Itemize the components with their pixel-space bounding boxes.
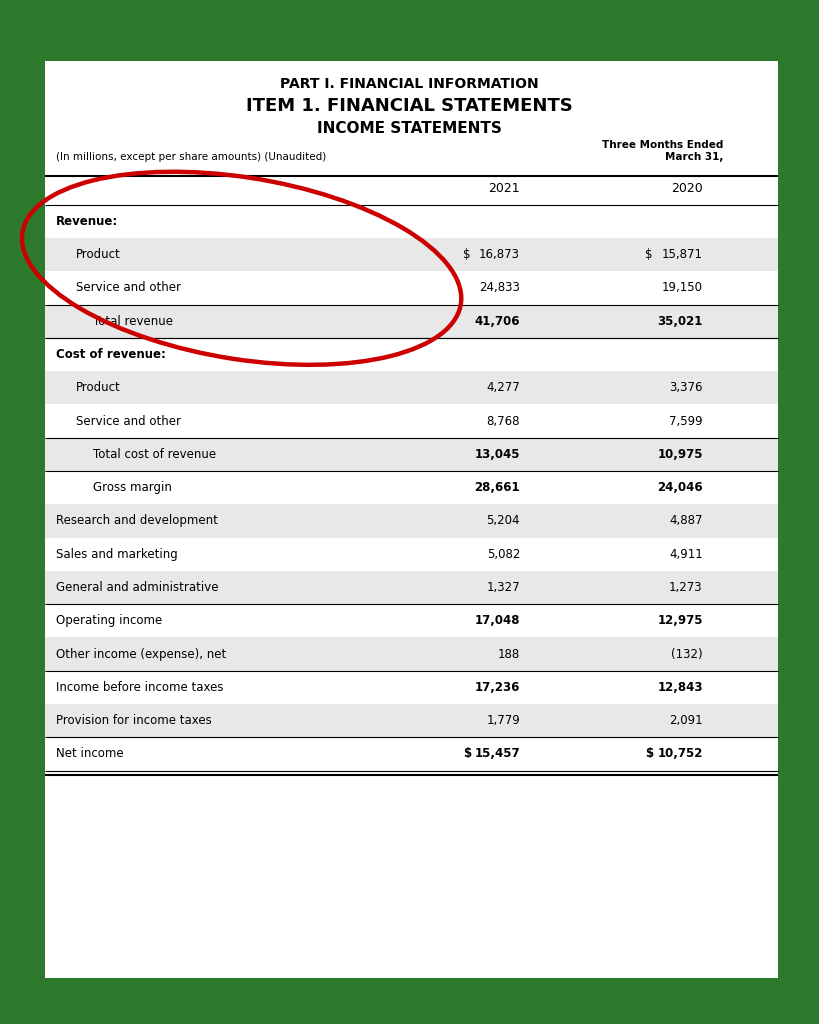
Text: Income before income taxes: Income before income taxes	[56, 681, 224, 694]
FancyBboxPatch shape	[45, 504, 778, 538]
Text: 35,021: 35,021	[658, 314, 703, 328]
Text: 4,277: 4,277	[486, 381, 520, 394]
Text: Net income: Net income	[56, 748, 124, 761]
Text: INCOME STATEMENTS: INCOME STATEMENTS	[317, 121, 502, 136]
Text: Product: Product	[76, 248, 121, 261]
Text: 28,661: 28,661	[474, 481, 520, 495]
Text: 41,706: 41,706	[474, 314, 520, 328]
Text: 12,975: 12,975	[657, 614, 703, 628]
Text: Total revenue: Total revenue	[93, 314, 173, 328]
Text: 188: 188	[498, 647, 520, 660]
Text: 4,911: 4,911	[669, 548, 703, 561]
Text: PART I. FINANCIAL INFORMATION: PART I. FINANCIAL INFORMATION	[280, 77, 539, 91]
Text: 13,045: 13,045	[474, 447, 520, 461]
Text: 10,975: 10,975	[657, 447, 703, 461]
Text: 2021: 2021	[488, 182, 520, 196]
Text: Product: Product	[76, 381, 121, 394]
Text: 3,376: 3,376	[669, 381, 703, 394]
Text: (132): (132)	[671, 647, 703, 660]
Text: Cost of revenue:: Cost of revenue:	[56, 348, 165, 361]
Text: 2,091: 2,091	[669, 714, 703, 727]
Text: Sales and marketing: Sales and marketing	[56, 548, 178, 561]
FancyBboxPatch shape	[45, 305, 778, 338]
Text: Total cost of revenue: Total cost of revenue	[93, 447, 215, 461]
Text: (In millions, except per share amounts) (Unaudited): (In millions, except per share amounts) …	[56, 152, 326, 162]
Text: Other income (expense), net: Other income (expense), net	[56, 647, 226, 660]
Text: $: $	[645, 748, 654, 761]
Text: 7,599: 7,599	[669, 415, 703, 428]
Text: 24,833: 24,833	[479, 282, 520, 295]
Text: 24,046: 24,046	[657, 481, 703, 495]
Text: 1,273: 1,273	[669, 581, 703, 594]
FancyBboxPatch shape	[45, 705, 778, 737]
Text: 19,150: 19,150	[662, 282, 703, 295]
FancyBboxPatch shape	[45, 61, 778, 978]
Text: 12,843: 12,843	[657, 681, 703, 694]
Text: Gross margin: Gross margin	[93, 481, 171, 495]
Text: 4,887: 4,887	[669, 514, 703, 527]
Text: Research and development: Research and development	[56, 514, 218, 527]
Text: 17,236: 17,236	[475, 681, 520, 694]
Text: 17,048: 17,048	[474, 614, 520, 628]
Text: $: $	[463, 748, 471, 761]
FancyBboxPatch shape	[45, 571, 778, 604]
Text: 15,457: 15,457	[474, 748, 520, 761]
FancyBboxPatch shape	[45, 238, 778, 271]
Text: 1,779: 1,779	[486, 714, 520, 727]
Text: Operating income: Operating income	[56, 614, 162, 628]
FancyBboxPatch shape	[45, 637, 778, 671]
Text: $: $	[463, 248, 470, 261]
Text: 8,768: 8,768	[486, 415, 520, 428]
Text: ITEM 1. FINANCIAL STATEMENTS: ITEM 1. FINANCIAL STATEMENTS	[247, 97, 572, 116]
Text: Service and other: Service and other	[76, 282, 181, 295]
Text: Provision for income taxes: Provision for income taxes	[56, 714, 211, 727]
Text: 5,082: 5,082	[486, 548, 520, 561]
Text: 5,204: 5,204	[486, 514, 520, 527]
Text: 10,752: 10,752	[658, 748, 703, 761]
Text: 1,327: 1,327	[486, 581, 520, 594]
FancyBboxPatch shape	[45, 438, 778, 471]
Text: General and administrative: General and administrative	[56, 581, 218, 594]
Text: 16,873: 16,873	[479, 248, 520, 261]
Text: 15,871: 15,871	[662, 248, 703, 261]
FancyBboxPatch shape	[45, 371, 778, 404]
Text: 2020: 2020	[671, 182, 703, 196]
Text: Service and other: Service and other	[76, 415, 181, 428]
Text: Three Months Ended
March 31,: Three Months Ended March 31,	[602, 140, 723, 162]
Text: Revenue:: Revenue:	[56, 215, 118, 228]
Text: $: $	[645, 248, 653, 261]
